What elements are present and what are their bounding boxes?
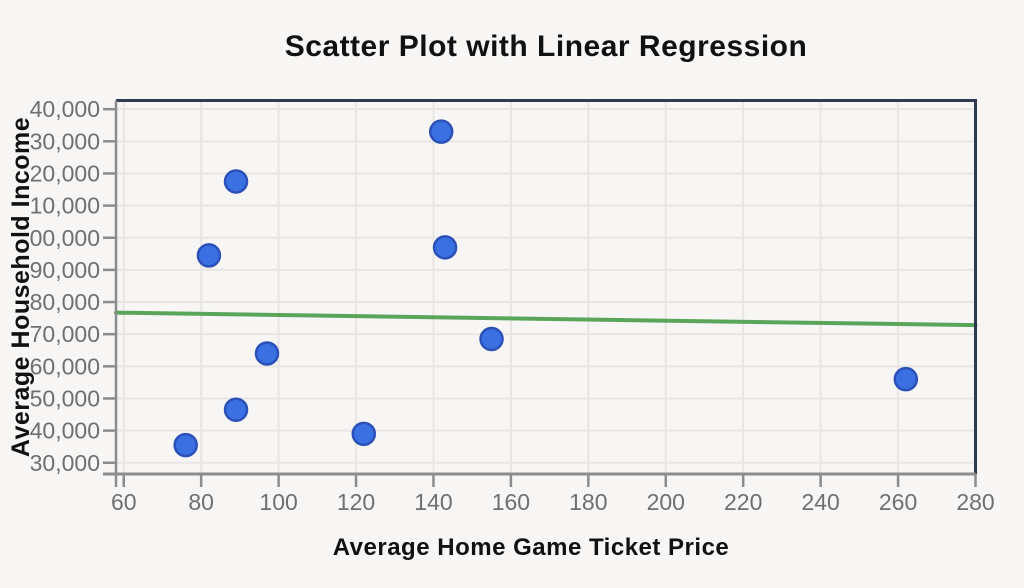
data-point — [479, 326, 504, 352]
x-tick-label: 180 — [569, 489, 607, 515]
x-tick-label: 80 — [188, 489, 214, 515]
y-tick-label: 20,000 — [30, 160, 100, 186]
y-tick-label: 80,000 — [30, 289, 100, 315]
x-axis-title: Average Home Game Ticket Price — [332, 534, 730, 561]
chart-title: Scatter Plot with Linear Regression — [284, 30, 808, 63]
x-tick-label: 140 — [414, 489, 452, 515]
x-tick-label: 240 — [801, 489, 839, 515]
y-tick-label: 90,000 — [30, 257, 100, 283]
data-point — [223, 397, 249, 422]
x-tick-label: 200 — [647, 489, 685, 515]
y-tick-label: 50,000 — [30, 385, 100, 411]
data-point — [893, 366, 919, 392]
data-point — [254, 341, 280, 366]
y-tick-label: 40,000 — [30, 96, 100, 122]
y-tick-label: 00,000 — [30, 225, 100, 251]
plot-border — [116, 99, 977, 474]
x-tick-label: 260 — [879, 489, 917, 515]
data-point — [196, 243, 222, 268]
y-tick-label: 30,000 — [30, 450, 100, 476]
y-tick-label: 10,000 — [30, 193, 100, 219]
y-tick-label: 30,000 — [30, 128, 100, 154]
x-tick-label: 60 — [111, 489, 137, 515]
y-tick-label: 60,000 — [30, 353, 100, 379]
data-point — [223, 169, 249, 194]
data-point — [351, 421, 377, 447]
x-tick-label: 220 — [724, 489, 762, 515]
x-tick-label: 280 — [956, 489, 994, 515]
data-point — [173, 432, 198, 458]
data-point — [432, 235, 458, 260]
x-tick-label: 160 — [492, 489, 530, 515]
regression-line — [114, 310, 978, 328]
data-point — [428, 119, 454, 144]
x-tick-label: 120 — [337, 489, 375, 515]
y-tick-label: 70,000 — [30, 321, 100, 347]
y-tick-label: 40,000 — [30, 418, 100, 444]
x-tick-label: 100 — [259, 489, 297, 515]
